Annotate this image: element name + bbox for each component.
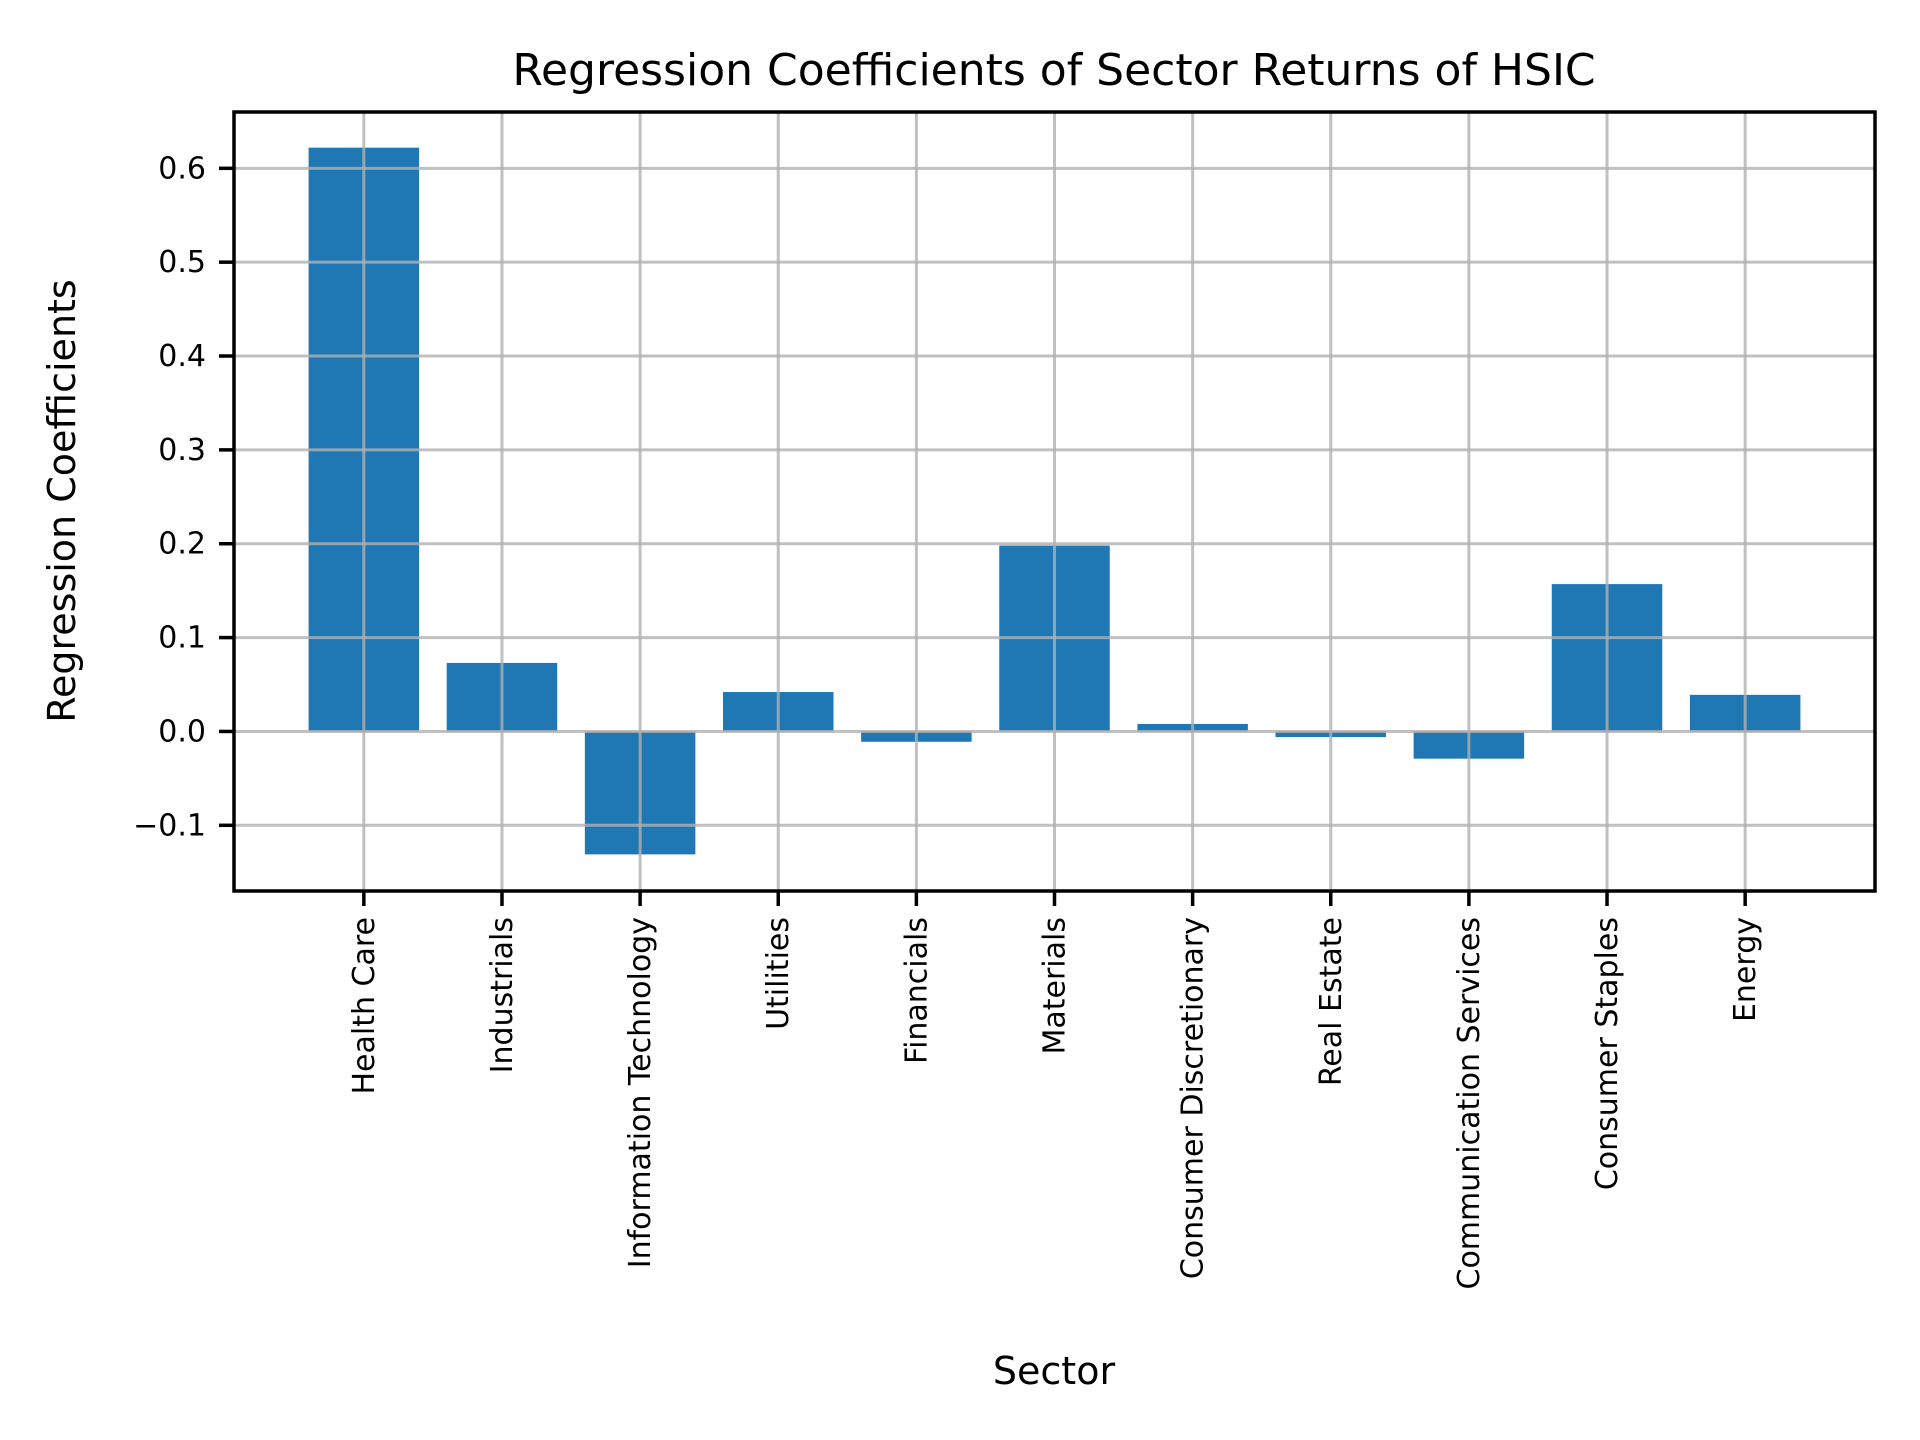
x-tick-label-health-care: Health Care [347,917,382,1095]
y-axis-label: Regression Coefficients [40,279,84,722]
y-tick-labels: 0.6 0.5 0.4 0.3 0.2 0.1 0.0 −0.1 [133,151,206,843]
x-tick-label-consumer-discretionary: Consumer Discretionary [1176,917,1211,1279]
x-tick-label-utilities: Utilities [761,917,796,1030]
x-tick-label-materials: Materials [1038,917,1073,1055]
x-tick-label-communication-services: Communication Services [1452,917,1487,1290]
y-tick-label-0.5: 0.5 [158,245,206,280]
chart-title: Regression Coefficients of Sector Return… [512,45,1595,96]
grid-group [234,112,1875,891]
x-tick-label-consumer-staples: Consumer Staples [1590,917,1625,1190]
y-tick-label-0.2: 0.2 [158,527,206,562]
axes-frame [219,110,1877,906]
x-tick-label-financials: Financials [899,917,934,1064]
x-axis-label: Sector [993,1349,1116,1393]
y-tick-label-0.4: 0.4 [158,339,206,374]
x-tick-label-energy: Energy [1728,917,1763,1022]
y-tick-label-−0.1: −0.1 [133,808,206,843]
y-tick-label-0.6: 0.6 [158,151,206,186]
x-tick-labels: Health Care Industrials Information Techno… [347,917,1763,1290]
x-tick-label-industrials: Industrials [485,917,520,1073]
x-tick-label-real-estate: Real Estate [1314,917,1349,1086]
y-tick-label-0.1: 0.1 [158,621,206,656]
y-tick-label-0.3: 0.3 [158,433,206,468]
x-tick-label-information-technology: Information Technology [623,917,658,1268]
y-tick-label-0.0: 0.0 [158,714,206,749]
